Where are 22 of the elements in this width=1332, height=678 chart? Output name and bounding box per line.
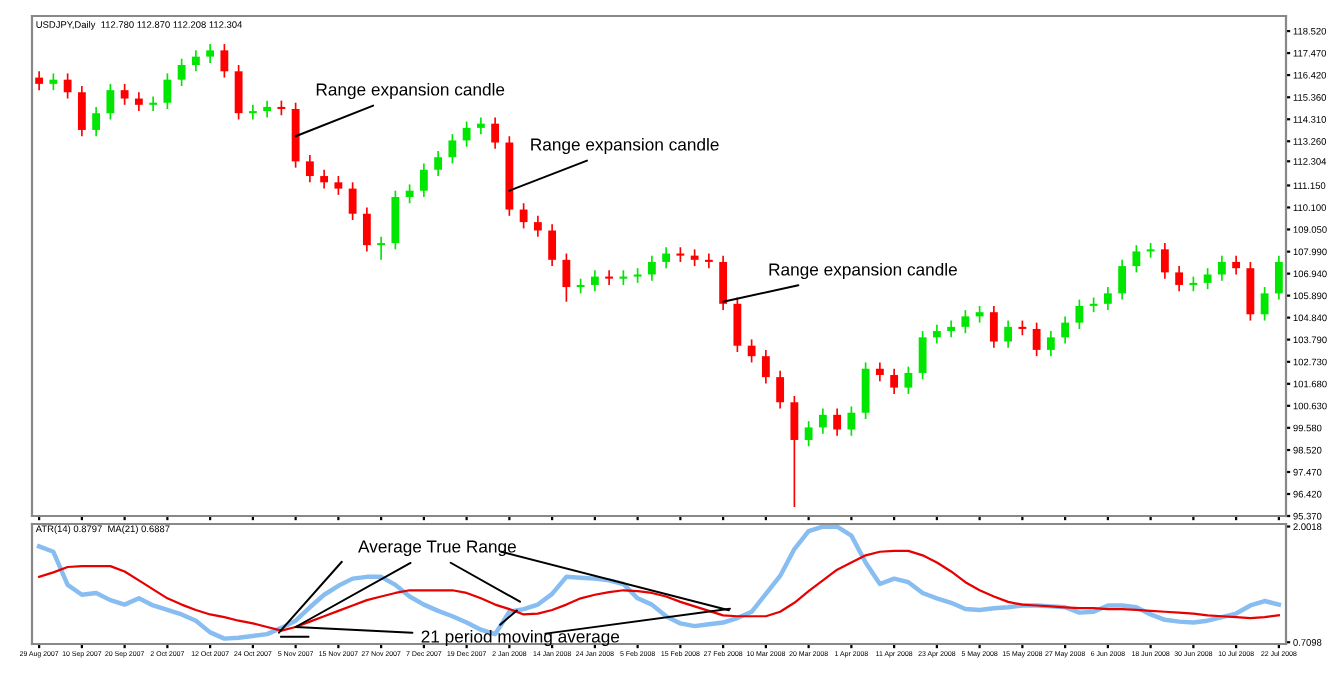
- candlestick: [790, 395, 799, 508]
- annotation: Average True Range: [358, 540, 516, 557]
- candlestick: [120, 83, 129, 106]
- candlestick: [1075, 298, 1084, 330]
- candlestick: [733, 296, 742, 353]
- candlestick: [904, 365, 913, 395]
- candlestick: [961, 309, 970, 334]
- annotation: Range expansion candle: [531, 137, 719, 155]
- candlestick: [1132, 244, 1141, 274]
- candlestick: [1032, 321, 1041, 358]
- candlestick: [1203, 267, 1212, 290]
- candlestick: [448, 133, 457, 165]
- candlestick: [177, 57, 186, 87]
- candlestick: [234, 64, 243, 121]
- candlestick: [220, 43, 229, 79]
- annotation: Range expansion candle: [316, 82, 505, 100]
- candlestick: [918, 330, 927, 381]
- candlestick: [334, 175, 343, 196]
- candlestick: [804, 420, 813, 448]
- annotation: Range expansion candle: [769, 262, 957, 280]
- candlestick: [1260, 286, 1269, 322]
- annotation: 21 period moving average: [421, 629, 620, 647]
